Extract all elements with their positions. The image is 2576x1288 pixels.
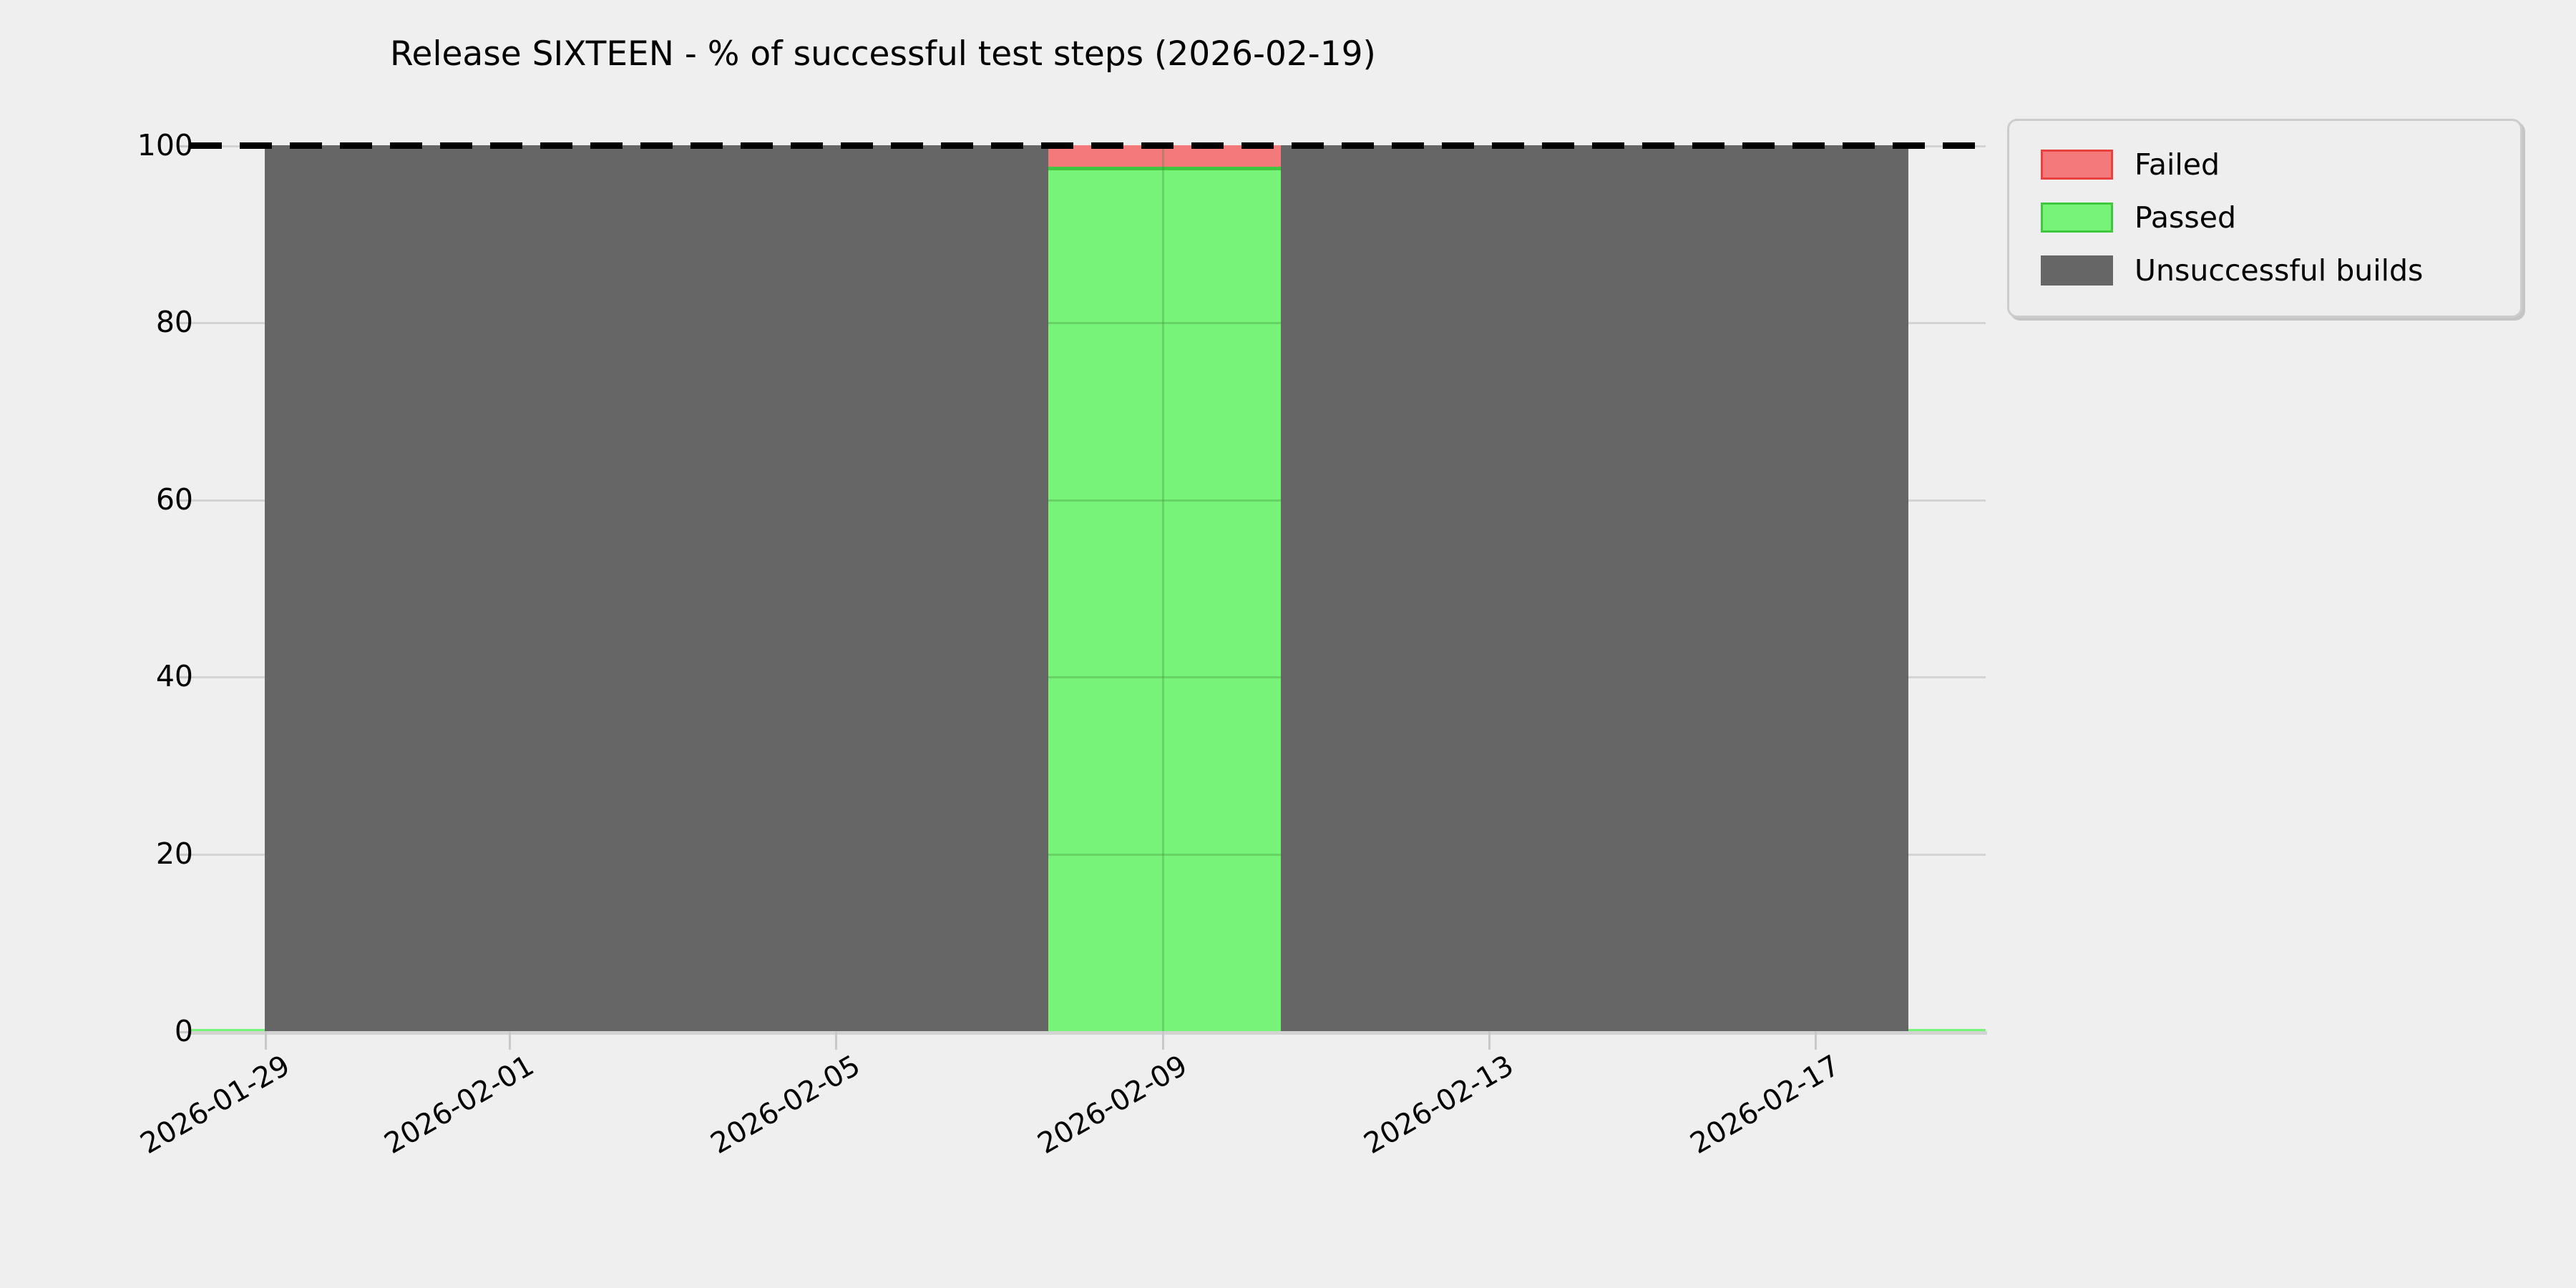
x-tick-label-0: 2026-01-29 (135, 1049, 296, 1161)
page-title: Release SIXTEEN - % of successful test s… (390, 34, 1376, 74)
legend-label-failed: Failed (2135, 147, 2220, 182)
chart-legend[interactable]: Failed Passed Unsuccessful builds (2007, 119, 2522, 318)
y-tick-label-0: 0 (174, 1014, 193, 1048)
y-tick-mark-60 (180, 499, 191, 502)
failed-area (1048, 145, 1281, 168)
x-tick-mark-3 (1162, 1031, 1164, 1050)
x-tick-mark-1 (509, 1031, 511, 1050)
passed-area (1048, 168, 1281, 1031)
overlay-gridline-y-60 (1048, 499, 1281, 502)
legend-item-failed[interactable]: Failed (2028, 138, 2502, 191)
x-tick-label-1: 2026-02-01 (379, 1049, 540, 1161)
x-tick-label-5: 2026-02-17 (1684, 1049, 1845, 1161)
y-tick-label-40: 40 (155, 659, 193, 693)
legend-swatch-passed (2041, 203, 2113, 233)
x-axis-spine (190, 1031, 1987, 1035)
overlay-gridline-y-80 (1048, 322, 1281, 324)
y-tick-mark-100 (180, 145, 191, 147)
legend-label-passed: Passed (2135, 200, 2236, 235)
y-tick-mark-0 (180, 1031, 191, 1033)
overlay-gridline-y-40 (1048, 676, 1281, 678)
y-tick-label-60: 60 (155, 482, 193, 517)
unsuccessful-builds-area-right (1281, 145, 1908, 1031)
x-tick-mark-2 (835, 1031, 837, 1050)
legend-item-unsuccessful-builds[interactable]: Unsuccessful builds (2028, 244, 2502, 297)
passed-area-edge (1048, 167, 1281, 170)
legend-swatch-unsuccessful-builds (2041, 255, 2113, 286)
y-tick-mark-40 (180, 676, 191, 678)
y-tick-mark-80 (180, 322, 191, 324)
plot-area (190, 145, 1986, 1032)
x-tick-label-2: 2026-02-05 (705, 1049, 866, 1161)
y-tick-label-20: 20 (155, 836, 193, 871)
x-tick-mark-4 (1488, 1031, 1491, 1050)
legend-item-passed[interactable]: Passed (2028, 191, 2502, 244)
y-tick-mark-20 (180, 854, 191, 856)
legend-swatch-failed (2041, 150, 2113, 180)
target-100-percent-line (190, 142, 1987, 149)
y-tick-label-100: 100 (137, 128, 193, 162)
x-tick-label-3: 2026-02-09 (1032, 1049, 1193, 1161)
y-tick-label-80: 80 (155, 305, 193, 339)
test-step-stack-region (1048, 145, 1281, 1031)
legend-label-unsuccessful-builds: Unsuccessful builds (2135, 253, 2424, 288)
unsuccessful-builds-area-left (265, 145, 1048, 1031)
x-tick-mark-5 (1815, 1031, 1817, 1050)
overlay-gridline-x-3 (1162, 145, 1164, 1031)
x-tick-label-4: 2026-02-13 (1358, 1049, 1519, 1161)
x-tick-mark-0 (265, 1031, 267, 1050)
overlay-gridline-y-20 (1048, 854, 1281, 856)
